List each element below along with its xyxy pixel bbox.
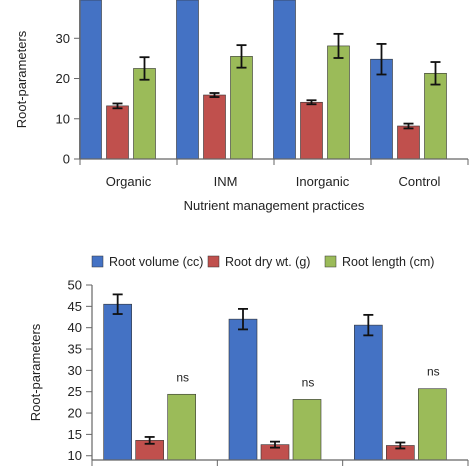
chart1-x-tick-label-1: INM [214,174,238,189]
chart2-annotation-2: ns [427,365,440,379]
chart2-y-tick-label-6: 40 [68,320,82,335]
chart2-y-tick-label-3: 25 [68,384,82,399]
chart1-y-axis-label: Root-parameters [14,30,29,128]
chart2-annotation-0: ns [176,370,189,384]
chart1-bar-root_length-2 [327,45,350,160]
chart2-y-tick-label-7: 45 [68,299,82,314]
chart2-legend-label-root_length: Root length (cm) [342,255,434,269]
chart1-bar-root_length-0 [133,68,156,160]
chart2-y-tick-label-8: 50 [68,278,82,293]
chart2-annotation-1: ns [302,375,315,389]
chart2-y-tick-label-1: 15 [68,427,82,442]
chart1-x-tick-label-3: Control [399,174,441,189]
chart2-y-axis-label: Root-parameters [28,323,43,421]
chart2-legend-swatch-root_volume [91,255,104,268]
chart2-bar-root_volume-0 [103,303,132,461]
chart1-bar-root_volume-1 [176,0,199,160]
chart1-y-tick-label-2: 20 [56,71,70,86]
chart1-bar-root_volume-0 [79,0,102,160]
chart1-bar-root_dry_wt-1 [203,94,226,160]
chart1-y-tick-label-3: 30 [56,31,70,46]
chart1-x-axis-label: Nutrient management practices [184,198,365,213]
chart2-bar-root_volume-1 [228,318,258,461]
chart2-legend-label-root_dry_wt: Root dry wt. (g) [225,255,310,269]
chart2-y-tick-label-0: 10 [68,448,82,463]
chart2-bar-root_length-1 [292,399,322,461]
chart1-x-tick-label-2: Inorganic [296,174,350,189]
chart1-y-tick-label-0: 0 [63,152,70,167]
chart1-bar-root_dry_wt-2 [300,101,323,160]
chart2-bar-root_length-2 [418,388,447,461]
chart2-bar-root_length-0 [167,393,196,461]
chart1-bar-root_length-3 [424,72,447,160]
chart2-legend-swatch-root_length [324,255,337,268]
chart1-bar-root_dry_wt-3 [397,125,420,160]
chart1-x-tick-label-0: Organic [106,174,152,189]
chart1-y-tick-label-1: 10 [56,111,70,126]
chart2-legend-label-root_volume: Root volume (cc) [109,255,203,269]
chart1-bar-root_volume-2 [273,0,296,160]
chart2-legend-swatch-root_dry_wt [207,255,220,268]
chart1-bar-root_length-1 [230,56,253,160]
chart2-y-tick-label-4: 30 [68,363,82,378]
chart2-bar-root_volume-2 [354,324,383,461]
chart2-y-tick-label-5: 35 [68,342,82,357]
chart1-bar-root_dry_wt-0 [106,105,129,160]
chart2-y-tick-label-2: 20 [68,406,82,421]
